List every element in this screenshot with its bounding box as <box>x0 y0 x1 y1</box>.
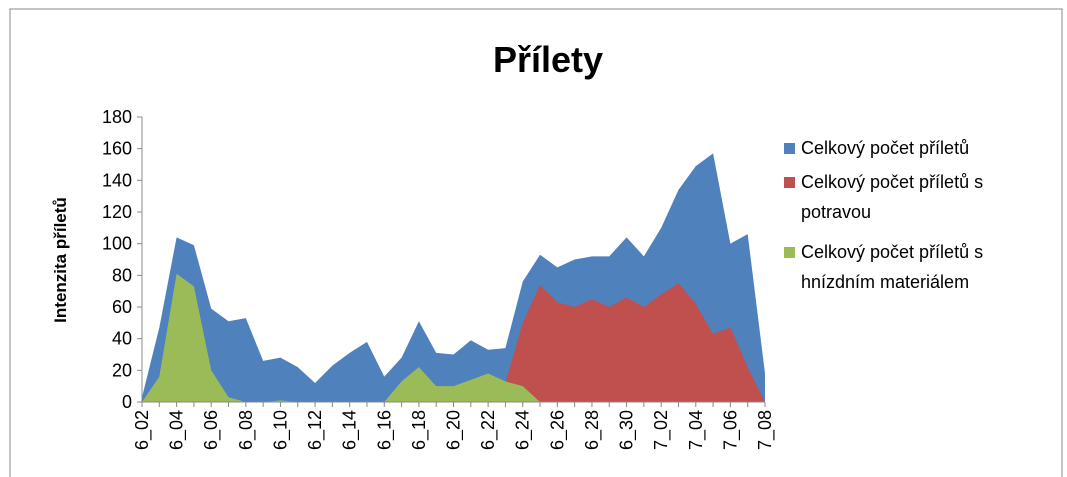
legend-swatch <box>784 247 795 258</box>
area <box>142 273 765 402</box>
y-tick-label: 160 <box>102 139 132 159</box>
x-tick-label: 6_16 <box>374 410 395 450</box>
x-tick-label: 7_04 <box>686 410 707 450</box>
x-tick-label: 7_06 <box>720 410 741 450</box>
y-axis-label: Intenzita příletů <box>51 197 70 323</box>
legend-label: Celkový počet příletů s potravou <box>801 172 984 222</box>
legend-swatch <box>784 143 795 154</box>
x-tick-label: 6_26 <box>547 410 568 450</box>
y-tick-label: 0 <box>122 392 132 412</box>
x-tick-label: 6_02 <box>132 410 153 450</box>
x-tick-label: 6_24 <box>513 410 534 450</box>
legend-label: Celkový počet příletů s hnízdním materiá… <box>801 242 984 292</box>
y-tick-label: 80 <box>112 265 132 285</box>
legend-item: Celkový počet příletů <box>784 133 1054 163</box>
y-tick-label: 60 <box>112 297 132 317</box>
x-tick-label: 7_02 <box>651 410 672 450</box>
y-tick-label: 20 <box>112 360 132 380</box>
x-tick-label: 6_18 <box>409 410 430 450</box>
x-tick-label: 6_12 <box>305 410 326 450</box>
y-tick-label: 100 <box>102 234 132 254</box>
x-tick-label: 6_14 <box>340 410 361 450</box>
chart-title: Přílety <box>493 39 603 80</box>
legend-swatch <box>784 177 795 188</box>
x-tick-label: 6_22 <box>478 410 499 450</box>
y-tick-label: 40 <box>112 329 132 349</box>
legend-item: Celkový počet příletů s hnízdním materiá… <box>784 237 1054 297</box>
legend-label: Celkový počet příletů <box>801 138 970 158</box>
legend-item: Celkový počet příletů s potravou <box>784 167 1054 227</box>
x-tick-label: 6_04 <box>167 410 188 450</box>
x-tick-label: 6_28 <box>582 410 603 450</box>
area <box>142 283 765 402</box>
x-tick-label: 6_20 <box>444 410 465 450</box>
y-tick-label: 120 <box>102 202 132 222</box>
x-tick-label: 6_10 <box>270 410 291 450</box>
x-tick-label: 6_08 <box>236 410 257 450</box>
x-tick-label: 7_08 <box>755 410 776 450</box>
x-tick-label: 6_06 <box>201 410 222 450</box>
y-tick-label: 180 <box>102 107 132 127</box>
y-tick-label: 140 <box>102 170 132 190</box>
x-tick-label: 6_30 <box>617 410 638 450</box>
